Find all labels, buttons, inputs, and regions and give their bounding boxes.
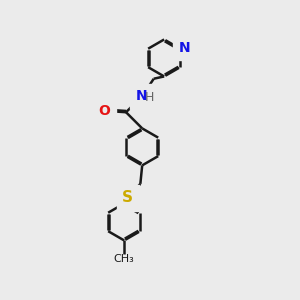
Text: CH₃: CH₃	[114, 254, 135, 264]
Text: N: N	[136, 89, 148, 103]
Text: H: H	[144, 91, 154, 104]
Text: O: O	[99, 103, 110, 118]
Text: N: N	[178, 41, 190, 55]
Text: S: S	[122, 190, 133, 205]
